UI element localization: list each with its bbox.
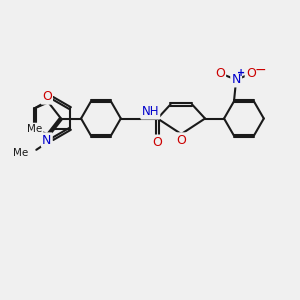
Text: N: N [42,134,52,147]
Text: O: O [42,90,52,104]
Text: Me: Me [13,148,28,158]
Text: Me: Me [27,124,42,134]
Text: NH: NH [142,105,159,119]
Text: N: N [232,73,241,86]
Text: O: O [215,67,225,80]
Text: O: O [176,134,186,147]
Text: O: O [246,67,256,80]
Text: +: + [238,68,246,78]
Text: O: O [153,136,163,149]
Text: −: − [255,63,267,76]
